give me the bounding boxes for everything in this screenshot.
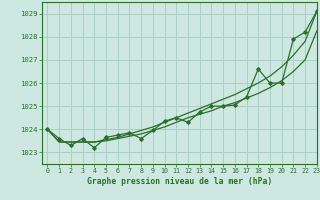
X-axis label: Graphe pression niveau de la mer (hPa): Graphe pression niveau de la mer (hPa) [87, 177, 272, 186]
